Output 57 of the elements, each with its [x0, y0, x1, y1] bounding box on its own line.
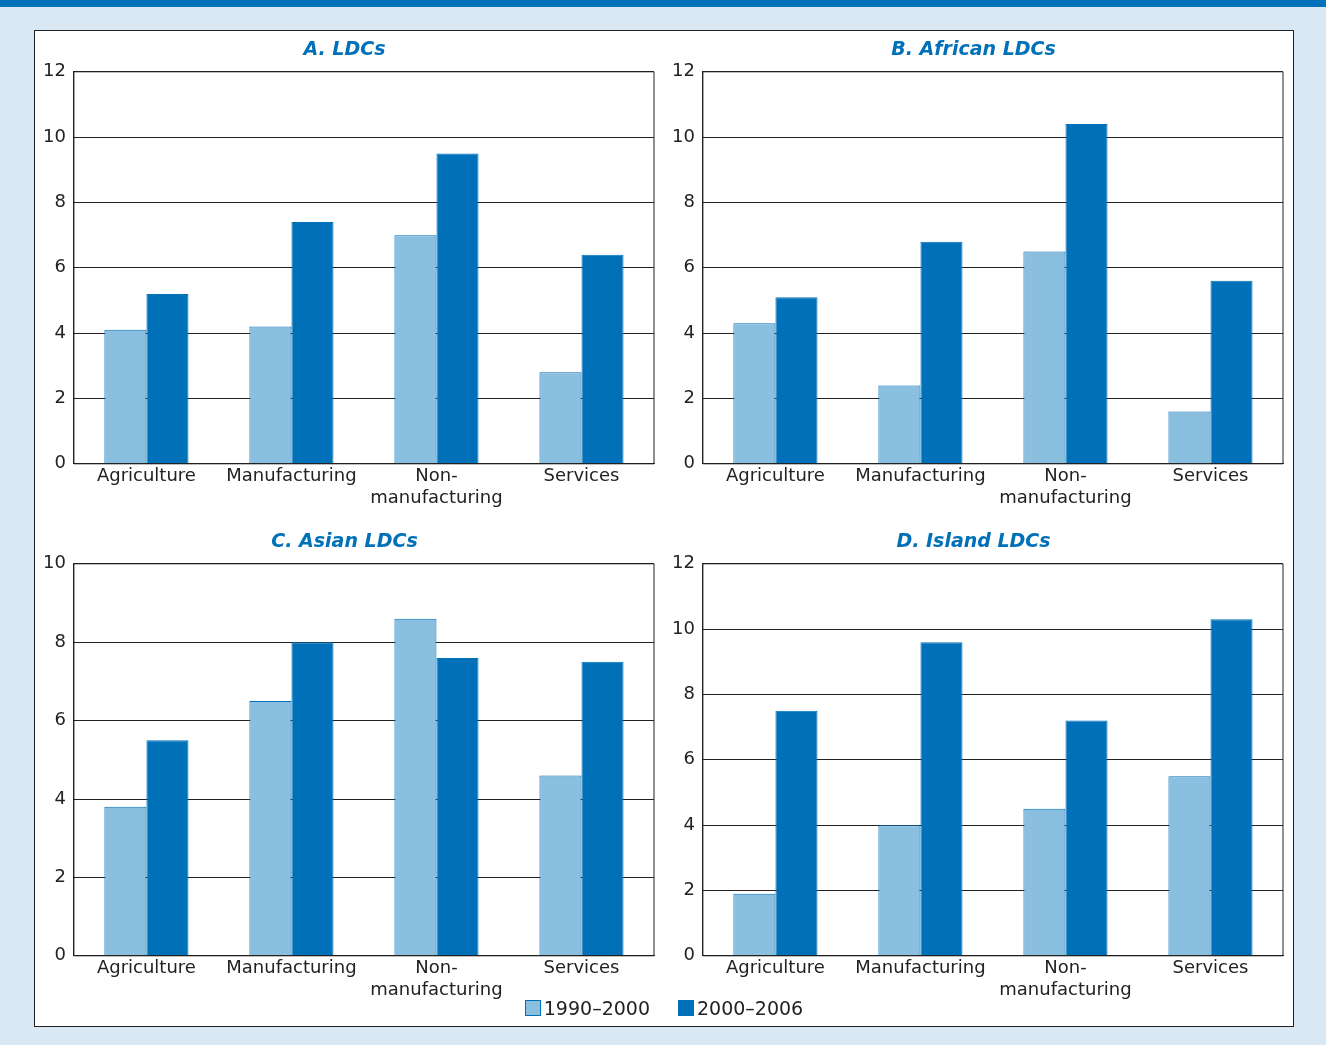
bar — [920, 642, 963, 956]
x-tick-label: Non-manufacturing — [999, 464, 1132, 507]
bar — [1210, 619, 1253, 956]
y-tick-label: 6 — [54, 255, 66, 277]
y-tick-label: 12 — [43, 59, 66, 81]
y-tick-label: 2 — [683, 386, 695, 408]
bar — [436, 153, 479, 464]
y-tick-label: 4 — [54, 320, 66, 342]
x-tick-label: Services — [1172, 956, 1249, 978]
y-tick-label: 6 — [683, 747, 695, 769]
x-tick-label: Non-manufacturing — [999, 956, 1132, 999]
x-tick-label: Manufacturing — [226, 464, 357, 486]
chart-title: B. African LDCs — [891, 37, 1056, 60]
y-tick-label: 0 — [683, 451, 695, 473]
y-tick-label: 2 — [54, 865, 66, 887]
x-tick-label: Agriculture — [96, 464, 196, 486]
y-tick-label: 0 — [683, 943, 695, 965]
x-tick-label: Agriculture — [96, 956, 196, 978]
bar — [1065, 124, 1108, 464]
y-tick-label: 2 — [54, 386, 66, 408]
legend-label: 2000–2006 — [696, 997, 804, 1019]
x-tick-label: Manufacturing — [855, 956, 986, 978]
bar — [581, 661, 624, 956]
y-tick-label: 2 — [683, 878, 695, 900]
x-tick-label: Agriculture — [725, 956, 825, 978]
chart-title: C. Asian LDCs — [271, 529, 418, 552]
y-tick-label: 8 — [54, 629, 66, 651]
x-tick-label: Manufacturing — [226, 956, 357, 978]
y-tick-label: 4 — [683, 812, 695, 834]
y-tick-label: 6 — [54, 708, 66, 730]
y-tick-label: 6 — [683, 255, 695, 277]
y-tick-label: 10 — [43, 124, 66, 146]
x-tick-label: Services — [1172, 464, 1249, 486]
y-tick-label: 4 — [54, 786, 66, 808]
y-tick-label: 8 — [54, 190, 66, 212]
x-tick-label: Manufacturing — [855, 464, 986, 486]
y-tick-label: 12 — [672, 59, 695, 81]
legend-label: 1990–2000 — [542, 997, 650, 1019]
x-tick-label: Services — [543, 956, 620, 978]
bar — [581, 254, 624, 464]
y-tick-label: 12 — [672, 551, 695, 573]
x-tick-label: Non-manufacturing — [370, 464, 503, 507]
chart-title: D. Island LDCs — [896, 529, 1051, 552]
y-tick-label: 0 — [54, 451, 66, 473]
bar — [920, 241, 963, 464]
y-tick-label: 4 — [683, 320, 695, 342]
x-tick-label: Services — [543, 464, 620, 486]
y-tick-label: 8 — [683, 682, 695, 704]
y-tick-label: 10 — [672, 124, 695, 146]
bar — [775, 297, 818, 464]
chart-title: A. LDCs — [301, 37, 386, 60]
y-tick-label: 8 — [683, 190, 695, 212]
y-tick-label: 0 — [54, 943, 66, 965]
y-tick-label: 10 — [672, 616, 695, 638]
y-tick-label: 10 — [43, 551, 66, 573]
x-tick-label: Non-manufacturing — [370, 956, 503, 999]
x-tick-label: Agriculture — [725, 464, 825, 486]
